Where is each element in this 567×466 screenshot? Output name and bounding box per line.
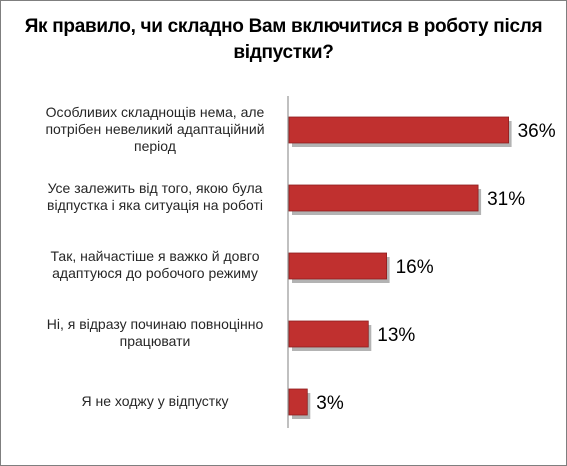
category-label: Так, найчастіше я важко й довго адаптуюс… [50, 248, 260, 281]
category-label: Ні, я відразу починаю повноцінно працюва… [46, 316, 264, 349]
bar [288, 252, 387, 280]
data-label: 16% [396, 257, 434, 278]
category-label: Особливих складнощів нема, але потрібен … [45, 103, 265, 154]
bar [288, 388, 308, 416]
category-label: Я не ходжу у відпустку [81, 392, 229, 409]
bar [288, 320, 369, 348]
bar [288, 116, 510, 144]
bar [288, 184, 479, 212]
data-label: 36% [518, 121, 556, 142]
chart-title: Як правило, чи складно Вам включитися в … [24, 16, 543, 63]
category-label: Усе залежить від того, якою була відпуст… [47, 180, 263, 213]
data-label: 13% [377, 325, 415, 346]
data-label: 3% [316, 393, 344, 414]
data-label: 31% [487, 189, 525, 210]
